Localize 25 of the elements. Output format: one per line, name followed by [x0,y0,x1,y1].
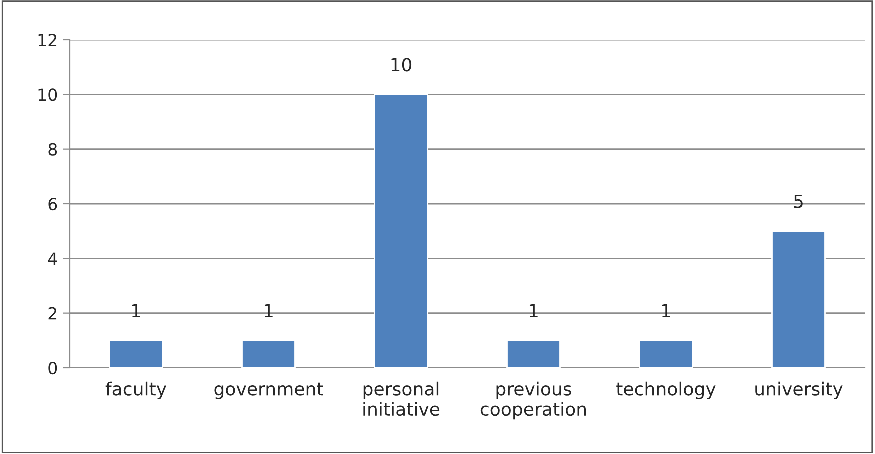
x-tick-label: government [214,382,324,400]
data-label: 1 [264,304,273,318]
y-tick-label: 10 [38,88,58,102]
x-tick-label: faculty [106,382,166,400]
y-tick-label: 4 [48,252,58,265]
x-tick-label: technology [616,382,716,400]
y-tick-label: 12 [38,34,57,46]
bar [506,340,561,368]
y-tick-label: 0 [48,362,58,375]
data-label: 1 [530,304,538,318]
y-tick-label: 2 [48,307,57,320]
bar [374,94,428,368]
y-tick-label: 6 [48,198,58,211]
data-label: 10 [392,58,412,72]
y-tick-label: 8 [48,143,58,156]
data-label: 1 [132,304,140,318]
bar [772,230,826,368]
bar [242,340,296,368]
data-label: 5 [794,194,803,208]
x-tick-label: previous cooperation [480,382,586,420]
x-tick-label: university [756,382,843,400]
x-tick-label: personal initiative [364,382,440,416]
bar [109,340,164,368]
bar [639,340,694,368]
data-label: 1 [662,304,670,318]
